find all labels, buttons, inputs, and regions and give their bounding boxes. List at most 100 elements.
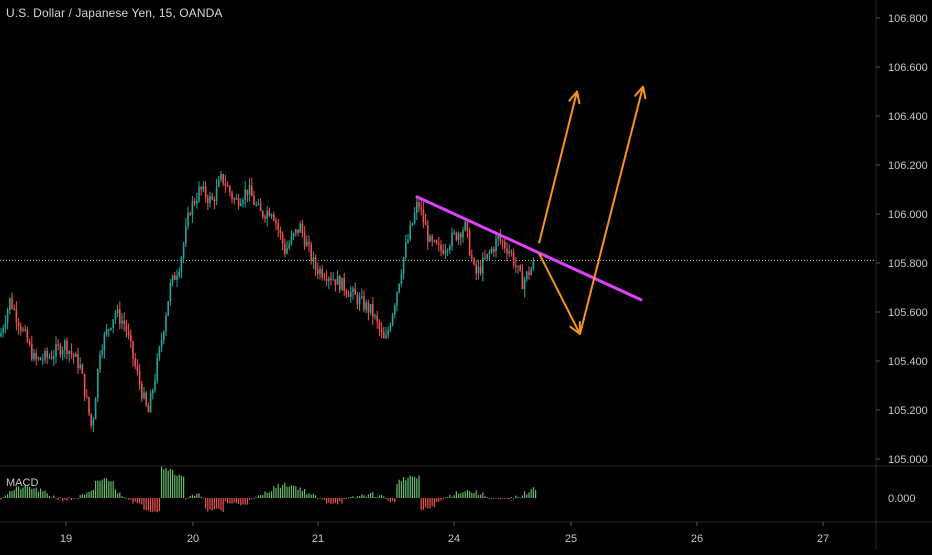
macd-histogram-bar [46, 493, 48, 498]
candle-body [332, 279, 334, 281]
candle-body [6, 309, 9, 323]
macd-histogram-bar [407, 477, 409, 498]
macd-histogram-bar [427, 498, 429, 509]
candle-body [79, 364, 81, 369]
macd-histogram-bar [277, 484, 279, 498]
macd-histogram-bar [528, 492, 530, 498]
macd-histogram-bar [211, 498, 213, 511]
price-axis-label: 106.000 [888, 209, 928, 221]
macd-histogram-bar [515, 495, 517, 498]
macd-histogram-bar [200, 496, 202, 498]
candle-body [519, 265, 521, 271]
candle-body [429, 236, 431, 242]
candle-body [477, 266, 480, 274]
candle-body [361, 296, 363, 298]
macd-histogram-bar [130, 498, 132, 500]
candle-body [416, 202, 418, 213]
candle-body [402, 257, 405, 275]
macd-histogram-bar [323, 498, 325, 500]
macd-histogram-bar [84, 494, 86, 498]
candle-body [468, 231, 471, 256]
macd-histogram-bar [172, 469, 174, 498]
candle-body [92, 419, 95, 426]
candle-body [323, 277, 326, 279]
candle-body [369, 304, 372, 313]
candle-body [178, 271, 180, 276]
macd-histogram-bar [510, 497, 512, 498]
candle-body [374, 315, 376, 317]
candle-body [13, 308, 15, 310]
candle-body [464, 221, 466, 231]
macd-histogram-bar [332, 498, 334, 504]
macd-histogram-bar [73, 498, 75, 499]
candle-body [262, 211, 264, 217]
candle-body [526, 271, 528, 280]
candle-body [378, 321, 381, 330]
bullish-arrow-head [568, 90, 581, 105]
macd-histogram-bar [482, 492, 484, 498]
macd-histogram-bar [469, 491, 471, 498]
candle-body [193, 201, 196, 204]
macd-histogram-bar [392, 498, 394, 501]
candle-body [251, 185, 253, 197]
macd-histogram-bar [517, 496, 519, 498]
candle-body [517, 265, 519, 267]
macd-histogram-bar [284, 482, 286, 498]
macd-histogram-bar [444, 497, 446, 499]
candle-body [418, 202, 420, 208]
candle-body [165, 315, 167, 332]
time-axis-label: 20 [187, 533, 199, 545]
macd-histogram-bar [92, 489, 94, 498]
candle-body [180, 257, 183, 272]
candle-body [365, 302, 367, 310]
candle-body [413, 212, 416, 224]
candle-body [433, 240, 436, 242]
candle-body [211, 196, 213, 200]
candle-body [59, 345, 62, 355]
macd-histogram-bar [227, 498, 229, 504]
candle-body [504, 242, 506, 249]
macd-histogram-bar [143, 498, 145, 510]
macd-histogram-bar [13, 489, 15, 498]
candle-body [220, 173, 222, 180]
macd-indicator-label[interactable]: MACD [6, 477, 39, 489]
macd-histogram-bar [44, 490, 46, 498]
macd-histogram-bar [161, 466, 163, 498]
candle-body [279, 229, 282, 234]
macd-histogram-bar [447, 497, 449, 498]
candle-body [233, 198, 235, 200]
macd-histogram-bar [367, 494, 369, 498]
macd-histogram-bar [15, 486, 17, 498]
macd-histogram-bar [400, 481, 402, 498]
macd-histogram-bar [95, 480, 97, 498]
candle-body [380, 329, 383, 332]
candle-body [75, 353, 77, 357]
candle-body [176, 275, 178, 280]
macd-histogram-bar [132, 498, 134, 504]
price-axis-label: 105.400 [888, 356, 928, 368]
macd-histogram-bar [310, 494, 312, 498]
candle-body [15, 309, 18, 323]
candle-body [290, 236, 293, 244]
macd-histogram-bar [308, 493, 310, 498]
macd-histogram-bar [471, 492, 473, 498]
candle-body [460, 233, 462, 238]
retest-arrow-up [579, 86, 644, 335]
macd-histogram-bar [486, 497, 488, 498]
macd-histogram-bar [365, 496, 367, 498]
candle-body [229, 186, 231, 193]
candle-body [490, 248, 493, 253]
candle-body [2, 328, 4, 333]
macd-histogram-bar [40, 488, 42, 498]
candle-body [255, 204, 257, 206]
macd-histogram-bar [55, 498, 57, 499]
candle-body [372, 304, 374, 317]
macd-histogram-bar [416, 478, 418, 498]
candle-body [405, 242, 407, 258]
macd-histogram-bar [271, 491, 273, 498]
candle-body [475, 264, 477, 274]
macd-histogram-bar [341, 498, 343, 504]
candle-body [114, 313, 117, 320]
